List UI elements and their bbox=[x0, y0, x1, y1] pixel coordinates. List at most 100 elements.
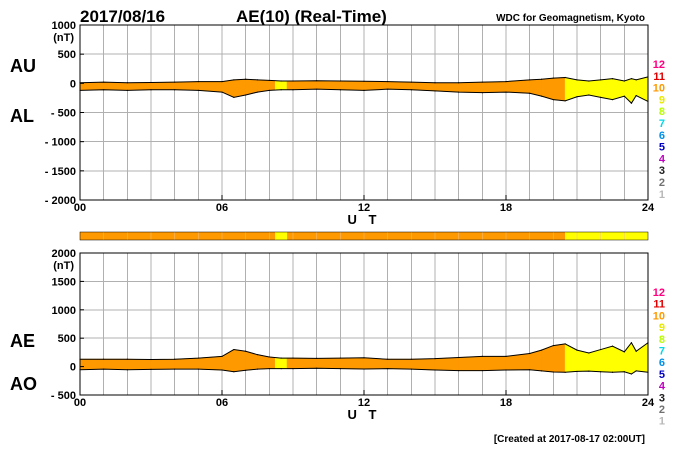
institution-label: WDC for Geomagnetism, Kyoto bbox=[496, 13, 645, 24]
ao-point bbox=[434, 369, 436, 371]
al-point bbox=[623, 95, 625, 97]
y-unit-label: (nT) bbox=[53, 260, 74, 272]
series-fill bbox=[600, 345, 613, 373]
al-point bbox=[564, 100, 566, 102]
au-point bbox=[150, 81, 152, 84]
au-point bbox=[505, 80, 507, 83]
au-point bbox=[630, 78, 633, 80]
station-count-legend-item: 7 bbox=[659, 118, 665, 130]
al-point bbox=[256, 91, 259, 93]
al-point bbox=[316, 88, 318, 90]
ao-point bbox=[280, 367, 282, 370]
y-tick-label: 2000 bbox=[52, 248, 76, 260]
series-fill bbox=[292, 357, 317, 369]
x-axis-label: U T bbox=[348, 407, 381, 422]
x-tick-label: 12 bbox=[358, 202, 370, 214]
ae-point bbox=[434, 358, 436, 360]
station-count-legend-item: 1 bbox=[659, 416, 665, 428]
au-point bbox=[256, 79, 259, 81]
ae-point bbox=[150, 358, 152, 361]
series-fill bbox=[198, 356, 223, 371]
station-count-bar-segment bbox=[565, 232, 648, 240]
ae-point bbox=[611, 345, 614, 347]
al-point bbox=[126, 89, 128, 91]
ao-point bbox=[316, 367, 318, 369]
series-fill bbox=[340, 357, 365, 370]
station-count-legend-item: 7 bbox=[659, 346, 665, 358]
ao-point bbox=[540, 370, 543, 372]
au-point bbox=[103, 81, 105, 83]
station-count-legend-item: 5 bbox=[659, 142, 665, 154]
au-point bbox=[292, 80, 294, 82]
ao-point bbox=[564, 371, 566, 373]
series-fill bbox=[174, 81, 199, 91]
series-fill bbox=[269, 356, 276, 369]
station-count-legend-item: 11 bbox=[653, 299, 665, 311]
au-point bbox=[611, 78, 614, 80]
au-point bbox=[316, 80, 318, 82]
series-fill bbox=[434, 357, 459, 371]
au-point bbox=[623, 80, 625, 82]
series-fill bbox=[127, 358, 152, 371]
station-count-legend-item: 8 bbox=[659, 334, 665, 346]
au-point bbox=[552, 77, 554, 79]
au-point bbox=[268, 79, 270, 82]
ae-point bbox=[505, 355, 507, 357]
ao-point bbox=[256, 368, 259, 370]
series-fill bbox=[564, 343, 578, 373]
series-fill bbox=[553, 77, 566, 102]
au-point bbox=[529, 79, 531, 81]
station-count-legend-item: 3 bbox=[659, 392, 665, 404]
y-tick-label: - 2000 bbox=[45, 195, 76, 207]
al-point bbox=[434, 90, 436, 92]
al-point bbox=[635, 94, 637, 97]
series-fill bbox=[103, 81, 128, 91]
ae-point bbox=[245, 350, 247, 352]
ao-point bbox=[292, 367, 294, 370]
station-count-bar-segment bbox=[287, 232, 566, 240]
station-count-legend-item: 9 bbox=[659, 322, 665, 334]
series-fill bbox=[411, 358, 436, 371]
ae-point bbox=[197, 357, 199, 359]
ae-point bbox=[280, 357, 282, 359]
ae-curve bbox=[80, 341, 649, 361]
ae-point bbox=[410, 358, 412, 360]
al-point bbox=[233, 96, 235, 98]
series-fill bbox=[127, 82, 152, 91]
ae-point bbox=[126, 358, 128, 360]
series-fill bbox=[316, 357, 341, 369]
al-point bbox=[387, 88, 389, 90]
ae-point bbox=[387, 358, 389, 360]
al-point bbox=[481, 92, 483, 94]
series-fill bbox=[588, 79, 601, 98]
x-tick-label: 24 bbox=[642, 202, 655, 214]
created-timestamp: [Created at 2017-08-17 02:00UT] bbox=[494, 434, 645, 445]
al-point bbox=[280, 89, 282, 91]
y-tick-label: - 1000 bbox=[45, 137, 76, 149]
ae-point bbox=[174, 358, 176, 360]
ae-point bbox=[221, 355, 223, 357]
y-tick-label: 500 bbox=[58, 49, 76, 61]
ae-point bbox=[552, 344, 554, 347]
series-fill bbox=[576, 349, 590, 372]
series-fill bbox=[340, 80, 365, 91]
station-count-legend-item: 4 bbox=[659, 153, 666, 165]
station-count-legend-item: 8 bbox=[659, 106, 665, 118]
series-fill bbox=[150, 358, 175, 370]
au-point bbox=[600, 79, 602, 81]
station-count-bar-frame bbox=[79, 231, 649, 241]
ao-point bbox=[387, 367, 389, 370]
au-point bbox=[126, 82, 128, 84]
ae-point bbox=[635, 350, 637, 352]
al-point bbox=[588, 94, 590, 96]
x-tick-label: 06 bbox=[216, 397, 228, 409]
ao-point bbox=[529, 369, 531, 371]
ao-point bbox=[635, 370, 637, 372]
au-point bbox=[410, 81, 412, 83]
ae-point bbox=[233, 348, 235, 351]
series-fill bbox=[458, 356, 483, 371]
al-point bbox=[174, 89, 176, 91]
au-point bbox=[588, 80, 590, 82]
au-point bbox=[280, 80, 282, 82]
series-fill bbox=[600, 78, 613, 101]
